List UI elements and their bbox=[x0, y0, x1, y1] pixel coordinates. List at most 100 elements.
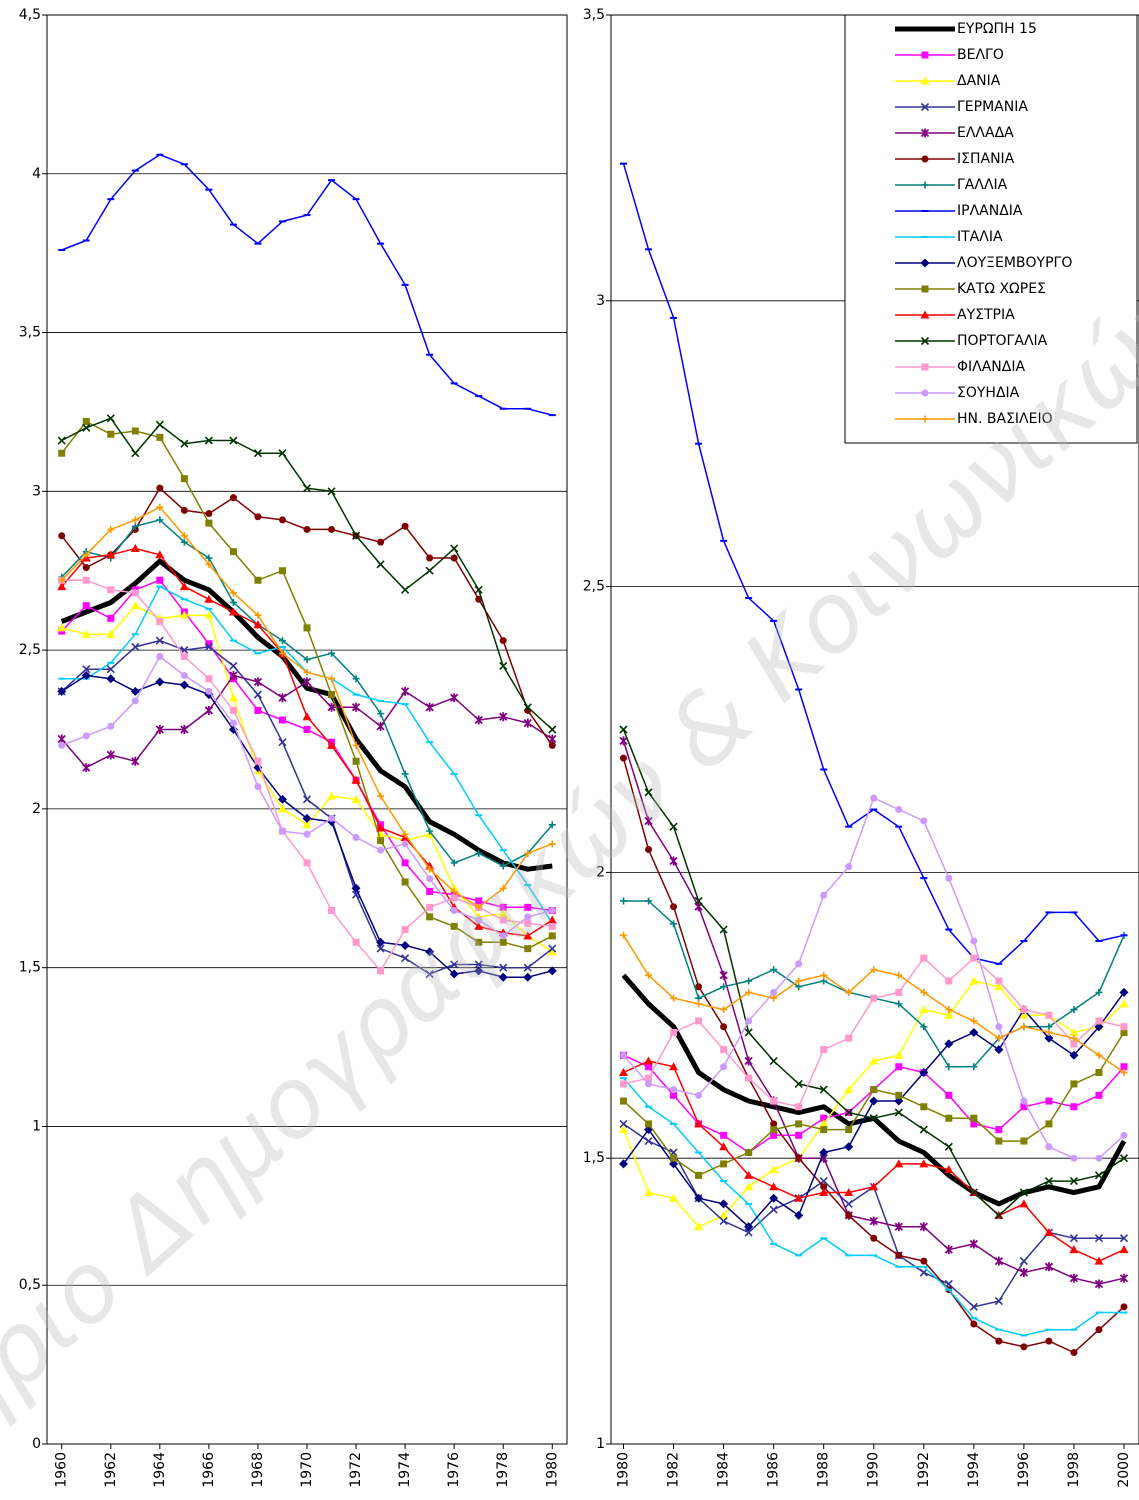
marker bbox=[400, 940, 410, 950]
plot-frame bbox=[46, 14, 568, 1445]
marker bbox=[1119, 1273, 1129, 1283]
marker bbox=[994, 982, 1004, 991]
marker bbox=[669, 856, 678, 866]
marker bbox=[1044, 1228, 1054, 1237]
legend-label: ΙΤΑΛΙΑ bbox=[957, 229, 1003, 245]
marker bbox=[745, 988, 753, 996]
marker bbox=[619, 736, 628, 746]
legend-marker bbox=[920, 102, 930, 112]
marker bbox=[57, 582, 67, 591]
marker bbox=[619, 725, 628, 734]
marker bbox=[919, 1222, 928, 1232]
x-tick-label: 1978 bbox=[495, 1452, 511, 1488]
marker bbox=[254, 706, 262, 714]
marker bbox=[82, 763, 91, 773]
marker bbox=[499, 916, 507, 924]
marker bbox=[254, 611, 262, 619]
marker bbox=[499, 938, 507, 946]
marker bbox=[795, 960, 803, 968]
marker bbox=[844, 1142, 854, 1152]
marker bbox=[1070, 1080, 1078, 1088]
marker bbox=[499, 963, 508, 972]
marker bbox=[1020, 1103, 1028, 1111]
y-tick-label: 1 bbox=[596, 1436, 605, 1452]
marker bbox=[400, 686, 410, 696]
marker bbox=[770, 1126, 778, 1134]
marker bbox=[919, 1067, 929, 1077]
marker bbox=[82, 602, 90, 610]
marker bbox=[449, 969, 459, 979]
marker bbox=[253, 677, 263, 687]
marker bbox=[1019, 1268, 1029, 1278]
marker bbox=[870, 994, 878, 1002]
marker bbox=[155, 677, 165, 687]
x-tick-label: 1992 bbox=[916, 1452, 932, 1488]
x-tick-label: 1964 bbox=[152, 1452, 168, 1488]
x-tick-label: 1968 bbox=[250, 1452, 266, 1488]
marker bbox=[845, 1211, 853, 1219]
marker bbox=[499, 637, 507, 645]
marker bbox=[1095, 988, 1103, 996]
marker bbox=[426, 875, 434, 883]
marker bbox=[719, 1142, 729, 1151]
marker bbox=[204, 594, 214, 603]
marker bbox=[845, 1034, 853, 1042]
marker bbox=[548, 840, 556, 848]
marker bbox=[869, 1182, 879, 1191]
marker bbox=[82, 665, 91, 674]
marker bbox=[352, 938, 360, 946]
marker bbox=[548, 932, 556, 940]
marker bbox=[920, 817, 928, 825]
marker bbox=[376, 721, 385, 731]
marker bbox=[229, 706, 237, 714]
marker bbox=[870, 1234, 878, 1242]
marker bbox=[82, 417, 90, 425]
marker bbox=[1094, 1234, 1104, 1243]
y-tick-label: 2,5 bbox=[583, 579, 605, 595]
marker bbox=[376, 560, 385, 569]
marker bbox=[426, 865, 434, 873]
legend-marker bbox=[920, 128, 930, 138]
marker bbox=[870, 1086, 878, 1094]
marker bbox=[524, 945, 532, 953]
marker bbox=[769, 1056, 778, 1066]
marker bbox=[425, 947, 435, 957]
marker bbox=[155, 550, 165, 559]
marker bbox=[894, 1108, 903, 1117]
marker bbox=[619, 1159, 629, 1169]
marker bbox=[1119, 1234, 1129, 1243]
marker bbox=[994, 1297, 1003, 1306]
legend-label: ΙΡΛΑΝΔΙΑ bbox=[957, 203, 1023, 219]
x-tick-label: 2000 bbox=[1116, 1452, 1132, 1488]
marker bbox=[401, 926, 409, 934]
legend-label: ΙΣΠΑΝΙΑ bbox=[957, 151, 1015, 167]
marker bbox=[720, 1023, 728, 1031]
marker bbox=[794, 1193, 804, 1202]
marker bbox=[107, 722, 115, 730]
marker bbox=[1045, 1011, 1053, 1019]
marker bbox=[155, 420, 164, 429]
marker bbox=[1120, 1028, 1128, 1036]
x-tick-label: 1976 bbox=[446, 1452, 462, 1488]
marker bbox=[107, 586, 115, 594]
marker bbox=[769, 1193, 779, 1203]
marker bbox=[770, 966, 778, 974]
marker bbox=[795, 1103, 803, 1111]
marker bbox=[1120, 1063, 1128, 1071]
marker bbox=[695, 1017, 703, 1025]
marker bbox=[107, 430, 115, 438]
marker bbox=[870, 966, 878, 974]
marker bbox=[352, 757, 360, 765]
marker bbox=[1120, 1131, 1128, 1139]
marker bbox=[894, 1222, 903, 1232]
marker bbox=[1070, 1349, 1078, 1357]
marker bbox=[695, 983, 703, 991]
marker bbox=[82, 732, 90, 740]
marker bbox=[669, 1062, 679, 1071]
marker bbox=[278, 738, 287, 747]
marker bbox=[895, 806, 903, 814]
marker bbox=[770, 1120, 778, 1128]
marker bbox=[450, 693, 459, 703]
marker bbox=[620, 1080, 628, 1088]
legend-marker bbox=[921, 363, 929, 371]
